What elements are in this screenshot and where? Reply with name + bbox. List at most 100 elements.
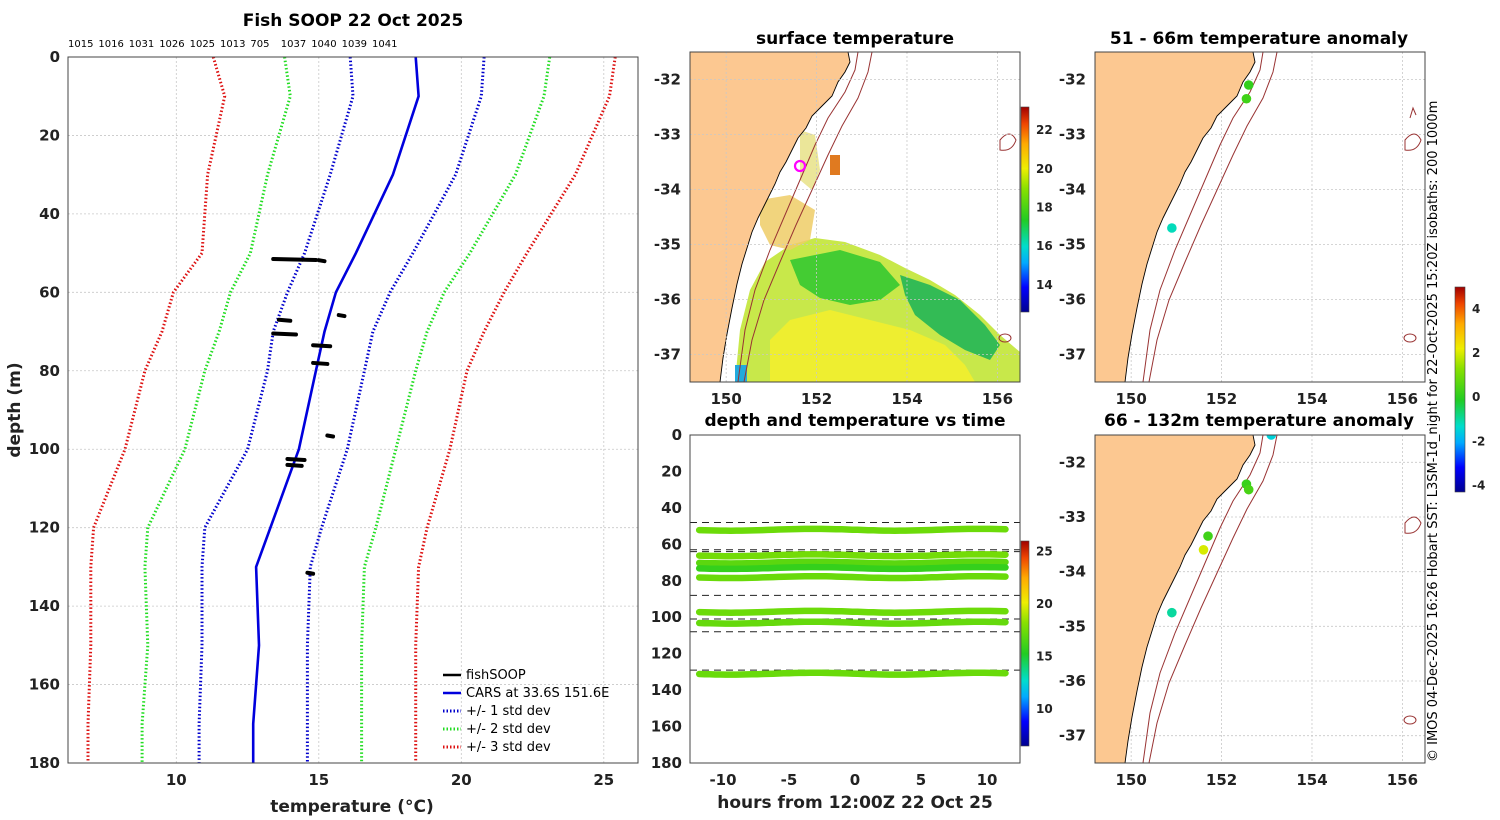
timeseries-xtick-label: 5 — [916, 771, 926, 789]
isobath-200m — [1142, 435, 1264, 763]
std-dev-3-lower — [86, 56, 227, 763]
timeseries-ytick-label: 40 — [661, 499, 682, 517]
island-contour-small — [1409, 106, 1417, 119]
profile-count-label: 705 — [250, 39, 269, 50]
anomaly2-point — [1243, 484, 1254, 495]
map-lat-label: -36 — [1059, 291, 1086, 309]
anomaly-colorbar-label: 0 — [1472, 390, 1480, 404]
fishsoop-sample — [271, 331, 298, 337]
timeseries-xtick-label: -5 — [781, 771, 798, 789]
profile-ytick-label: 40 — [39, 205, 60, 223]
map-lon-label: 154 — [891, 390, 922, 408]
timeseries-track — [695, 558, 1009, 567]
fishsoop-sample — [285, 462, 304, 468]
fishsoop-sample — [336, 313, 347, 319]
anomaly-colorbar-label: 4 — [1472, 302, 1480, 316]
map-lat-label: -33 — [1059, 508, 1086, 526]
anomaly-colorbar-label: -2 — [1472, 434, 1485, 448]
isobath-1000m — [1148, 52, 1278, 382]
map-lat-label: -36 — [654, 291, 681, 309]
profile-count-label: 1025 — [190, 39, 215, 50]
surface-ticks: 150 152 154 156 -32 -33 -34 -35 -36 -37 — [654, 71, 1013, 409]
profile-ytick-label: 60 — [39, 283, 60, 301]
island-contour-south — [1403, 715, 1417, 725]
timeseries-xlabel: hours from 12:00Z 22 Oct 25 — [717, 793, 993, 813]
profile-ytick-label: 160 — [29, 676, 60, 694]
map-lat-label: -35 — [654, 236, 681, 254]
anomaly1-points — [1167, 80, 1254, 233]
anomaly2-point — [1203, 531, 1213, 541]
profile-count-label: 1026 — [159, 39, 184, 50]
surface-colorbar-label: 20 — [1036, 162, 1053, 176]
anomaly-colorbar-ticks: 4 2 0 -2 -4 — [1472, 302, 1485, 492]
timeseries-track — [695, 525, 1009, 534]
map-lat-label: -32 — [1059, 453, 1086, 471]
timeseries-colorbar-ticks: 10 15 20 25 — [1036, 545, 1053, 717]
surface-title: surface temperature — [756, 29, 954, 49]
legend-label-1std: +/- 1 std dev — [466, 704, 551, 719]
std-dev-1-upper — [305, 56, 486, 763]
profile-count-label: 1016 — [98, 39, 123, 50]
timeseries-ytick-label: 0 — [672, 426, 682, 444]
surface-map — [690, 52, 1020, 382]
anomaly1-axes-box — [1094, 51, 1426, 383]
anomaly-colorbar-label: 2 — [1472, 346, 1480, 360]
surface-colorbar-label: 14 — [1036, 278, 1053, 292]
profile-count-label: 1015 — [68, 39, 93, 50]
island-contour-south — [998, 333, 1012, 343]
timeseries-tracks — [695, 525, 1009, 678]
sst-warm-spot — [830, 155, 840, 175]
surface-colorbar — [1020, 106, 1030, 313]
map-lat-label: -34 — [1059, 181, 1086, 199]
fishsoop-sample — [311, 360, 330, 366]
sst-green-region — [790, 250, 900, 305]
profile-count-label: 1013 — [220, 39, 245, 50]
timeseries-axes-box — [689, 434, 1021, 764]
timeseries-panel: depth and temperature vs time -10 -5 0 5 100… — [651, 411, 1053, 813]
timeseries-track — [695, 618, 1009, 627]
anomaly-51-66m-panel: 51 - 66m temperature anomaly 150 152 154 15… — [1059, 29, 1426, 409]
profile-ytick-label: 80 — [39, 362, 60, 380]
anomaly2-axes-box — [1094, 434, 1426, 764]
profile-title: Fish SOOP 22 Oct 2025 — [243, 11, 464, 31]
anomaly1-grid — [1095, 52, 1425, 382]
anomaly2-point — [1198, 545, 1209, 555]
map-lat-label: -33 — [654, 126, 681, 144]
timeseries-colorbar-label: 20 — [1036, 597, 1053, 611]
map-lon-label: 156 — [1387, 390, 1418, 408]
anomaly2-points — [1167, 435, 1277, 618]
island-contour — [1404, 516, 1422, 534]
timeseries-colorbar-label: 15 — [1036, 650, 1053, 664]
surface-colorbar-label: 16 — [1036, 239, 1053, 253]
island-contour — [1404, 133, 1422, 151]
profile-ytick-label: 0 — [50, 48, 60, 66]
surface-axes-box — [689, 51, 1021, 383]
timeseries-xtick-label: 10 — [977, 771, 998, 789]
fishsoop-sample — [271, 256, 318, 262]
map-lat-label: -37 — [1059, 346, 1086, 364]
anomaly1-ticks: 150 152 154 156 -32 -33 -34 -35 -36 -37 — [1059, 71, 1418, 409]
timeseries-colorbar-label: 25 — [1036, 545, 1053, 559]
timeseries-ytick-label: 20 — [661, 462, 682, 480]
map-lon-label: 156 — [1387, 771, 1418, 789]
legend-label-fishsoop: fishSOOP — [466, 668, 526, 683]
timeseries-ytick-label: 160 — [651, 718, 682, 736]
fishsoop-sample — [316, 258, 327, 264]
profile-ytick-label: 180 — [29, 754, 60, 772]
land-australia — [1095, 52, 1256, 382]
map-lon-label: 150 — [711, 390, 742, 408]
map-lat-label: -32 — [654, 71, 681, 89]
timeseries-ytick-label: 100 — [651, 608, 682, 626]
profile-ylabel: depth (m) — [5, 362, 25, 457]
isobath-1000m — [743, 52, 873, 382]
profile-ytick-label: 20 — [39, 126, 60, 144]
timeseries-track — [695, 669, 1009, 678]
anomaly1-point — [1243, 80, 1254, 90]
fishsoop-sample — [285, 457, 307, 463]
profile-count-label: 1031 — [129, 39, 154, 50]
fishsoop-sample — [305, 570, 316, 576]
timeseries-xtick-label: 0 — [850, 771, 860, 789]
surface-temperature-panel: surface temperature 150 152 154 156-32- — [654, 29, 1053, 408]
